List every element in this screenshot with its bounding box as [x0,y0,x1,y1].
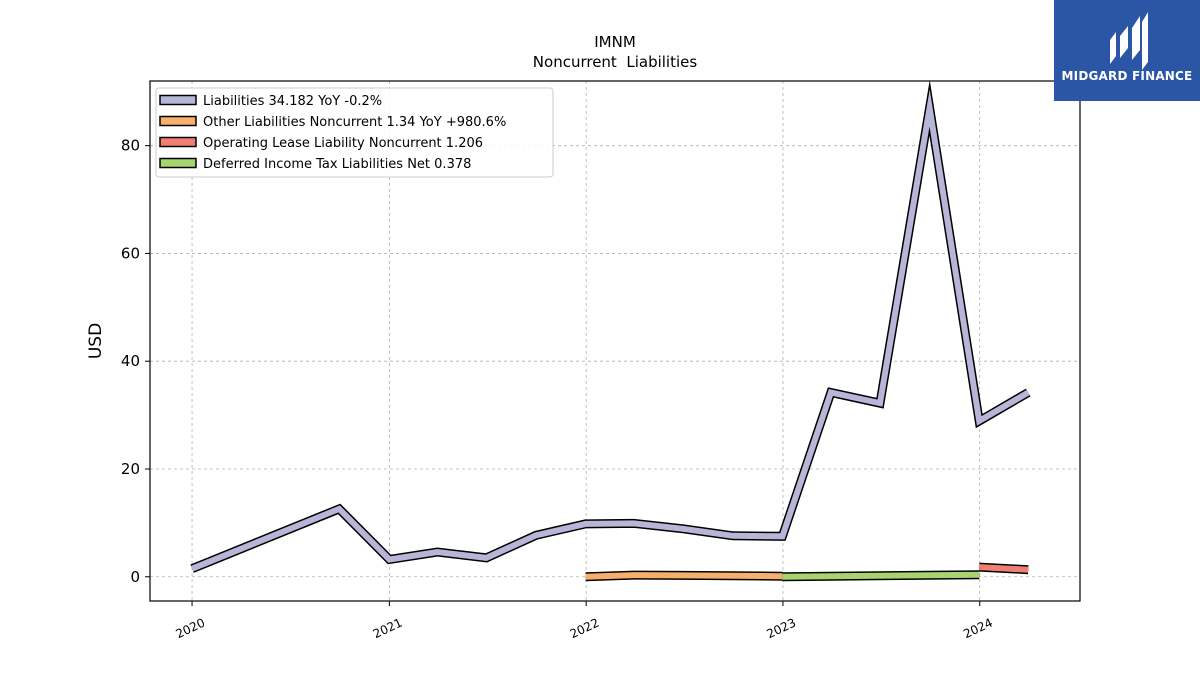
legend-box [155,87,554,178]
data-point [782,536,783,537]
data-point [929,107,930,108]
data-point [683,575,684,576]
y-tick-label: 80 [121,137,140,155]
legend-swatch [159,157,197,169]
legend-entry-label: Liabilities 34.182 YoY -0.2% [203,94,382,109]
logo-text: MIDGARD FINANCE [1061,69,1193,83]
data-point [979,574,980,575]
series-line-0 [190,89,1030,572]
logo-mark-icon [1110,12,1148,70]
x-tick-label: 2023 [764,616,798,642]
data-point [683,528,684,529]
x-tick-label: 2021 [371,616,405,642]
legend-swatch [159,94,197,106]
data-point [535,535,536,536]
data-point [1028,569,1029,570]
data-point [979,567,980,568]
legend-swatch [159,136,197,148]
data-point [634,575,635,576]
x-tick-label: 2020 [174,616,208,642]
y-tick-label: 20 [121,460,140,478]
data-point [830,392,831,393]
chart-subtitle: Noncurrent Liabilities [533,53,698,71]
legend-entry-label: Other Liabilities Noncurrent 1.34 YoY +9… [203,115,506,130]
data-point [732,535,733,536]
data-point [585,576,586,577]
data-point [339,508,340,509]
y-tick-label: 60 [121,244,140,262]
series-line-2 [979,564,1029,573]
data-point [486,557,487,558]
y-axis-label: USD [86,323,106,359]
x-tick-label: 2022 [568,616,602,642]
data-point [437,551,438,552]
data-point [879,403,880,404]
data-point [732,575,733,576]
data-point [1028,392,1029,393]
midgard-finance-logo: MIDGARD FINANCE [1054,0,1200,101]
series-line-1 [585,572,783,580]
y-tick-label: 40 [121,352,140,370]
data-point [979,420,980,421]
x-tick-label: 2024 [961,616,995,642]
data-point [634,523,635,524]
legend-entry-label: Deferred Income Tax Liabilities Net 0.37… [203,157,471,172]
plot-area-frame [149,80,1081,602]
series-line-3 [782,571,980,580]
y-tick-label: 0 [130,568,140,586]
chart-title: IMNM [594,33,636,51]
data-point [585,523,586,524]
data-point [782,576,783,577]
legend-swatch [159,115,197,127]
data-point [192,568,193,569]
data-point [389,559,390,560]
legend-entry-label: Operating Lease Liability Noncurrent 1.2… [203,136,483,151]
